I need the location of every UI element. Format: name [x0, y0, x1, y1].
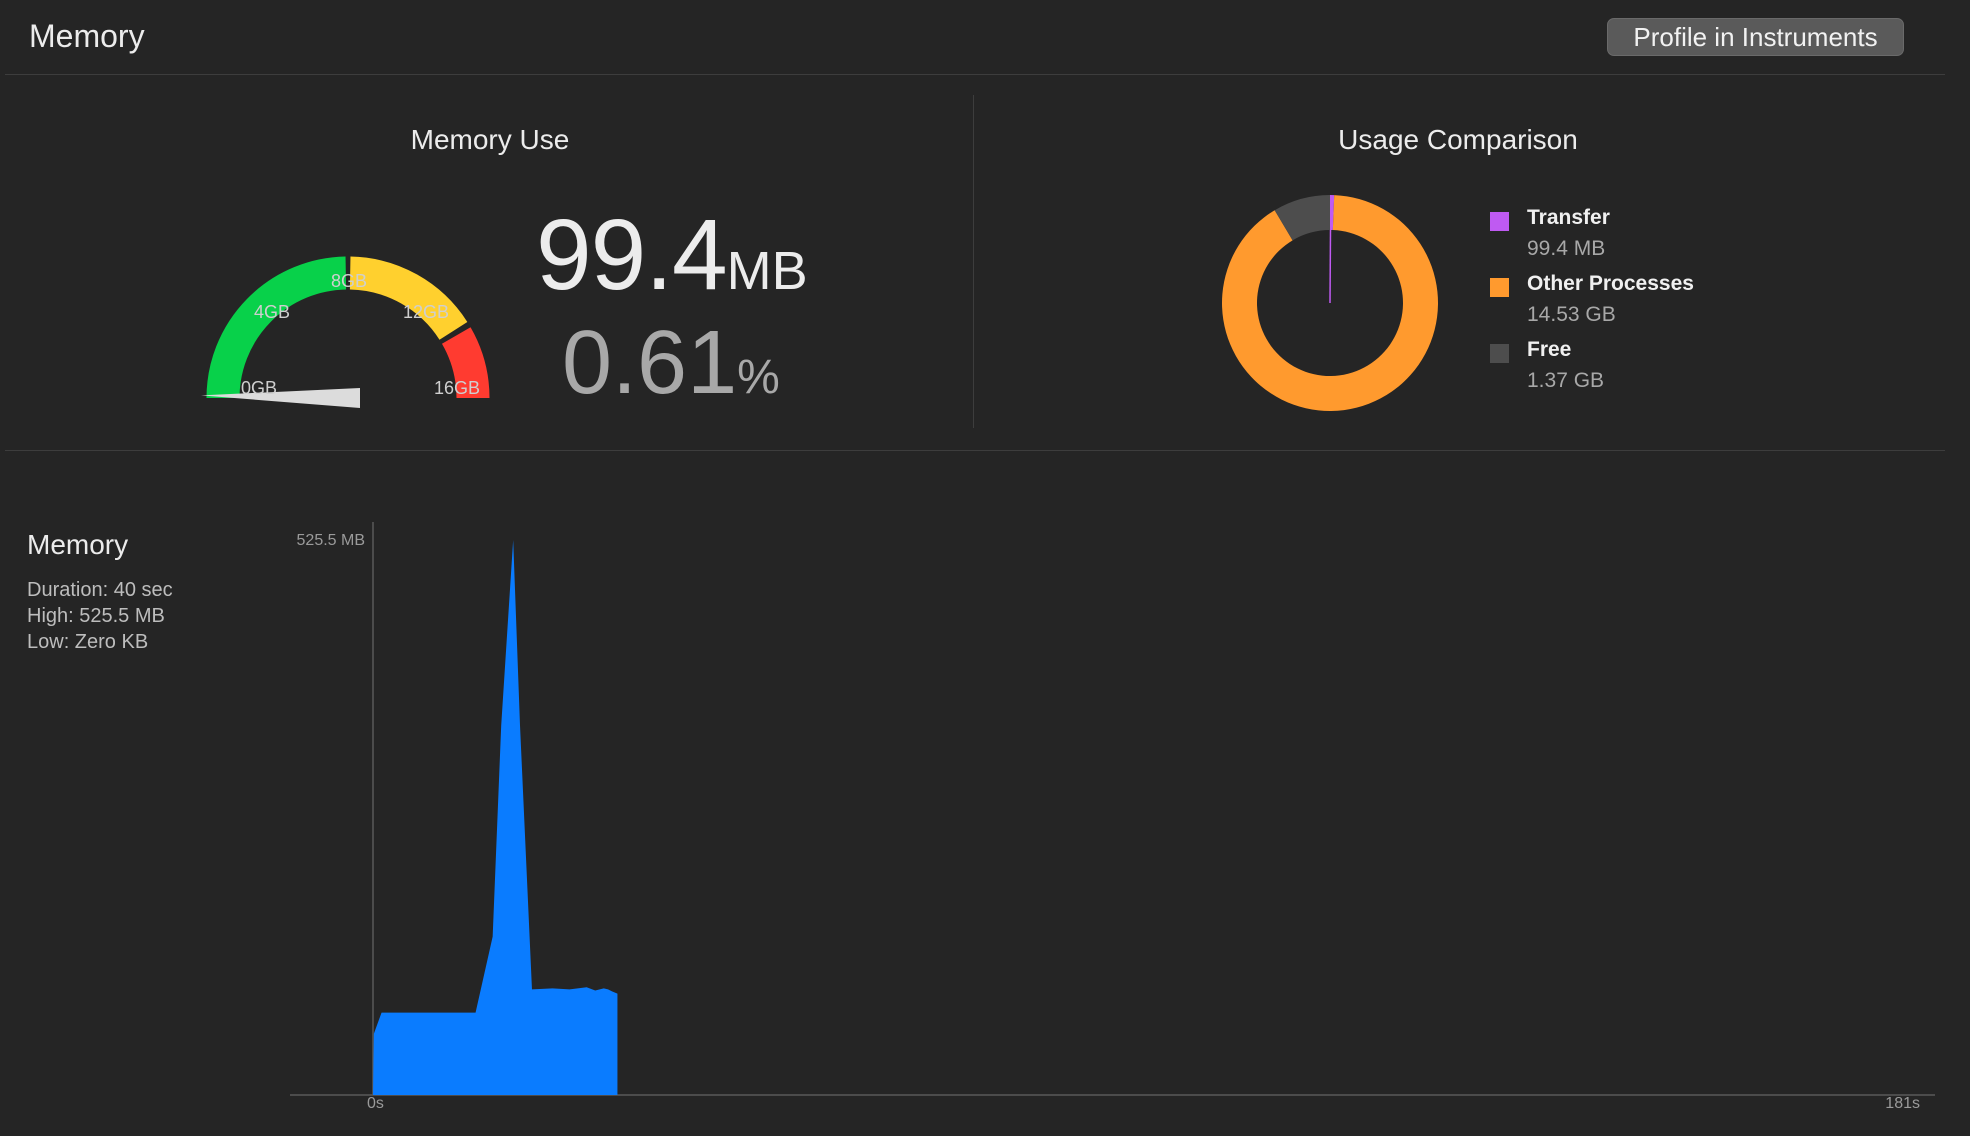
legend-name: Transfer — [1527, 206, 1610, 229]
legend-name: Other Processes — [1527, 272, 1694, 295]
memory-value-unit: MB — [726, 241, 808, 301]
legend-value: 1.37 GB — [1527, 369, 1605, 392]
section-divider — [5, 450, 1945, 451]
memory-gauge: 0GB 4GB 8GB 12GB 16GB — [201, 256, 490, 408]
legend-swatch-other-processes — [1490, 278, 1509, 297]
donut-slice-free — [1274, 195, 1330, 241]
header-divider — [5, 74, 1945, 75]
legend-swatch-free — [1490, 344, 1509, 363]
donut-transfer-marker — [1329, 229, 1332, 304]
donut-slice-other-processes — [1222, 195, 1438, 411]
memory-use-title: Memory Use — [410, 124, 570, 155]
y-axis-max-label: 525.5 MB — [297, 532, 365, 549]
gauge-arc-yellow — [349, 256, 468, 341]
gauge-tick-16gb: 16GB — [434, 378, 480, 398]
x-axis-end-label: 181s — [1885, 1095, 1920, 1112]
legend-value: 99.4 MB — [1527, 237, 1606, 260]
high-stat: High: 525.5 MB — [27, 605, 165, 627]
gauge-tick-4gb: 4GB — [254, 302, 290, 322]
memory-graph-title: Memory — [27, 529, 129, 560]
gauge-arc-green — [206, 256, 347, 399]
memory-area-series — [373, 540, 618, 1095]
legend-value: 14.53 GB — [1527, 303, 1616, 326]
usage-donut-chart — [1222, 195, 1438, 411]
page-title: Memory — [29, 18, 145, 54]
memory-percent-unit: % — [737, 351, 780, 404]
legend-name: Free — [1527, 338, 1572, 361]
gauge-arc-red — [441, 327, 490, 399]
gauge-tick-8gb: 8GB — [331, 271, 367, 291]
donut-slice-transfer — [1330, 195, 1335, 231]
gauge-needle — [201, 388, 360, 408]
gauge-tick-0gb: 0GB — [241, 378, 277, 398]
duration-stat: Duration: 40 sec — [27, 579, 173, 601]
memory-percent: 0.61% — [562, 313, 780, 413]
low-stat: Low: Zero KB — [27, 631, 149, 653]
gauge-tick-12gb: 12GB — [403, 302, 449, 322]
legend-swatch-transfer — [1490, 212, 1509, 231]
usage-comparison-title: Usage Comparison — [1338, 124, 1578, 155]
x-axis-start-label: 0s — [367, 1095, 384, 1112]
memory-value: 99.4MB — [536, 199, 808, 311]
profile-in-instruments-button[interactable]: Profile in Instruments — [1607, 18, 1904, 56]
panel-divider — [973, 95, 974, 428]
memory-timeline-chart: 525.5 MB 0s 181s — [290, 522, 1935, 1112]
